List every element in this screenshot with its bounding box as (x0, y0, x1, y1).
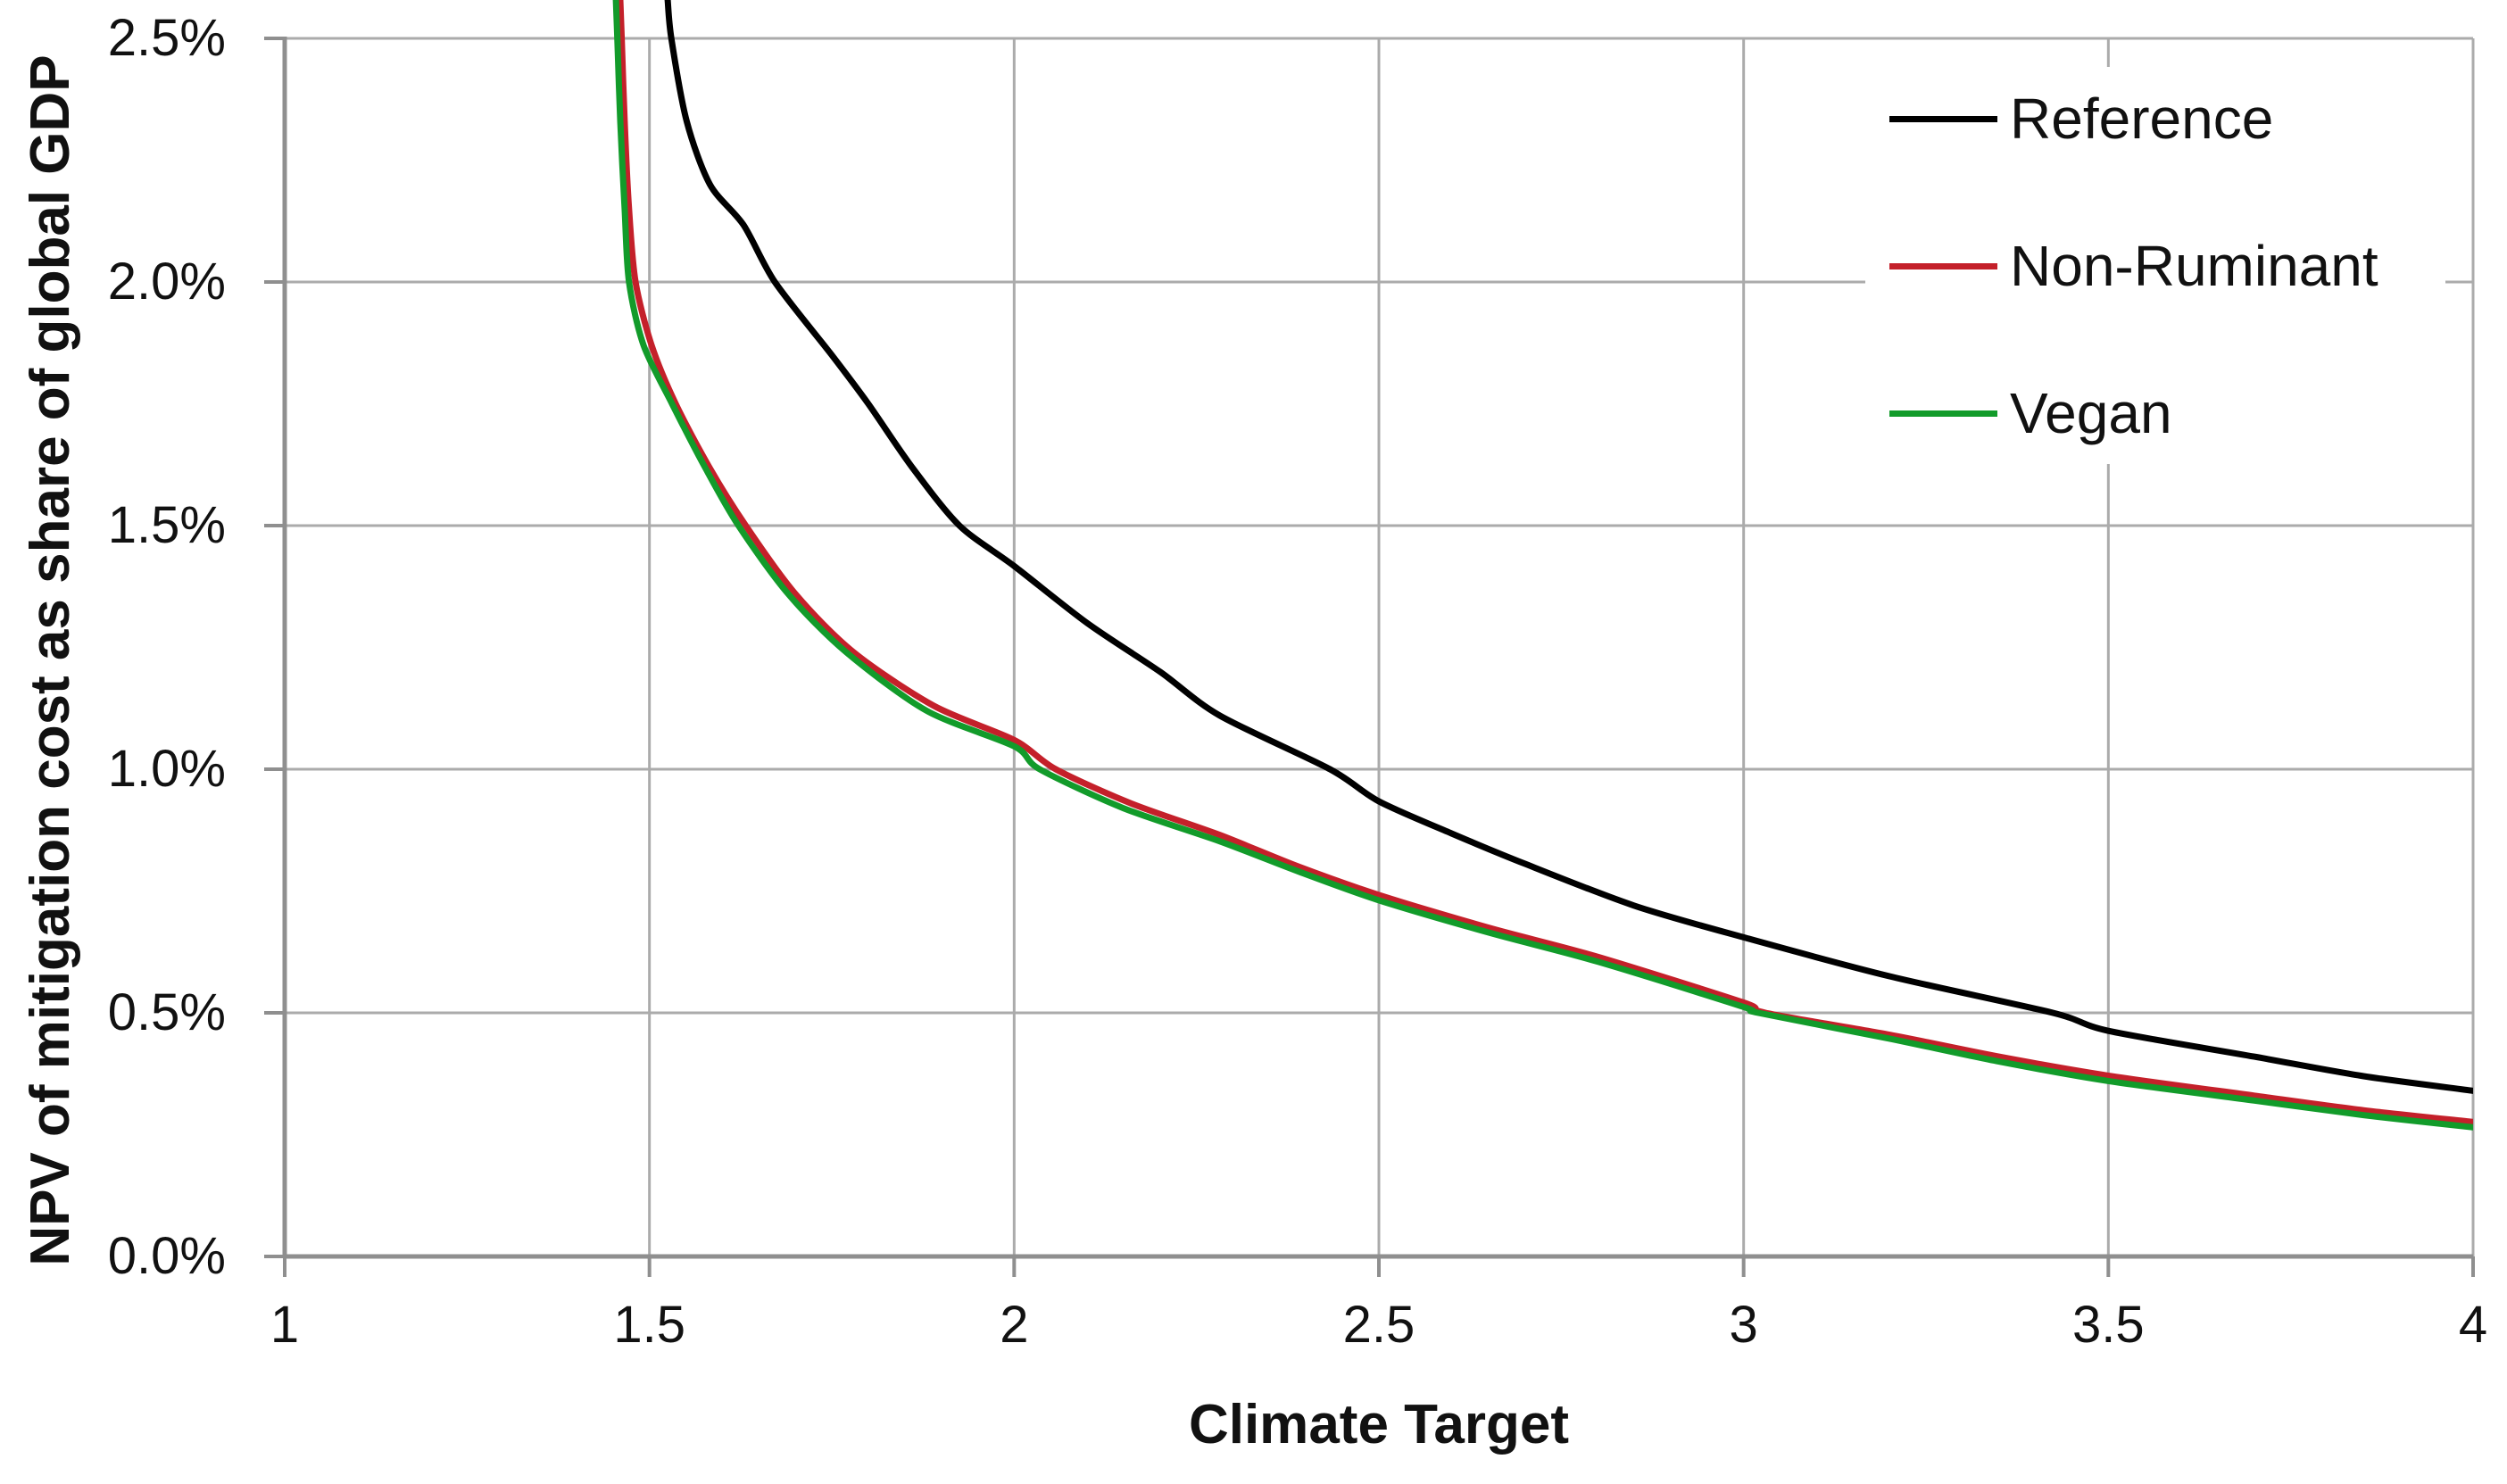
x-axis-title: Climate Target (1188, 1394, 1570, 1455)
legend-line-non-ruminant (1889, 262, 1997, 269)
legend-label-reference: Reference (2010, 87, 2274, 151)
y-tick-label: 1.5% (107, 496, 226, 554)
series-line-non-ruminant (617, 0, 2473, 1125)
x-tick-label: 2 (1000, 1296, 1029, 1354)
x-tick-label: 2.5 (1342, 1296, 1415, 1354)
x-tick-label: 1.5 (613, 1296, 685, 1354)
series-line-vegan (612, 0, 2473, 1131)
legend-item-non-ruminant: Non-Ruminant (1889, 237, 2378, 294)
y-tick-label: 0.5% (107, 983, 226, 1041)
x-tick-label: 4 (2458, 1296, 2488, 1354)
legend: Reference Non-Ruminant Vegan (1865, 67, 2445, 464)
y-tick-label: 0.0% (107, 1227, 226, 1285)
legend-line-vegan (1889, 410, 1997, 417)
y-axis-title: NPV of mitigation cost as share of globa… (20, 54, 81, 1266)
legend-item-vegan: Vegan (1889, 385, 2172, 442)
y-tick-label: 2.5% (107, 9, 226, 67)
x-tick-label: 3.5 (2072, 1296, 2145, 1354)
legend-label-non-ruminant: Non-Ruminant (2010, 234, 2378, 298)
y-tick-label: 1.0% (107, 740, 226, 798)
series-line-reference (664, 0, 2473, 1094)
x-tick-label: 3 (1729, 1296, 1758, 1354)
legend-item-reference: Reference (1889, 90, 2273, 147)
x-tick-label: 1 (270, 1296, 300, 1354)
legend-line-reference (1889, 115, 1997, 122)
legend-label-vegan: Vegan (2010, 381, 2172, 445)
y-tick-label: 2.0% (107, 253, 226, 311)
